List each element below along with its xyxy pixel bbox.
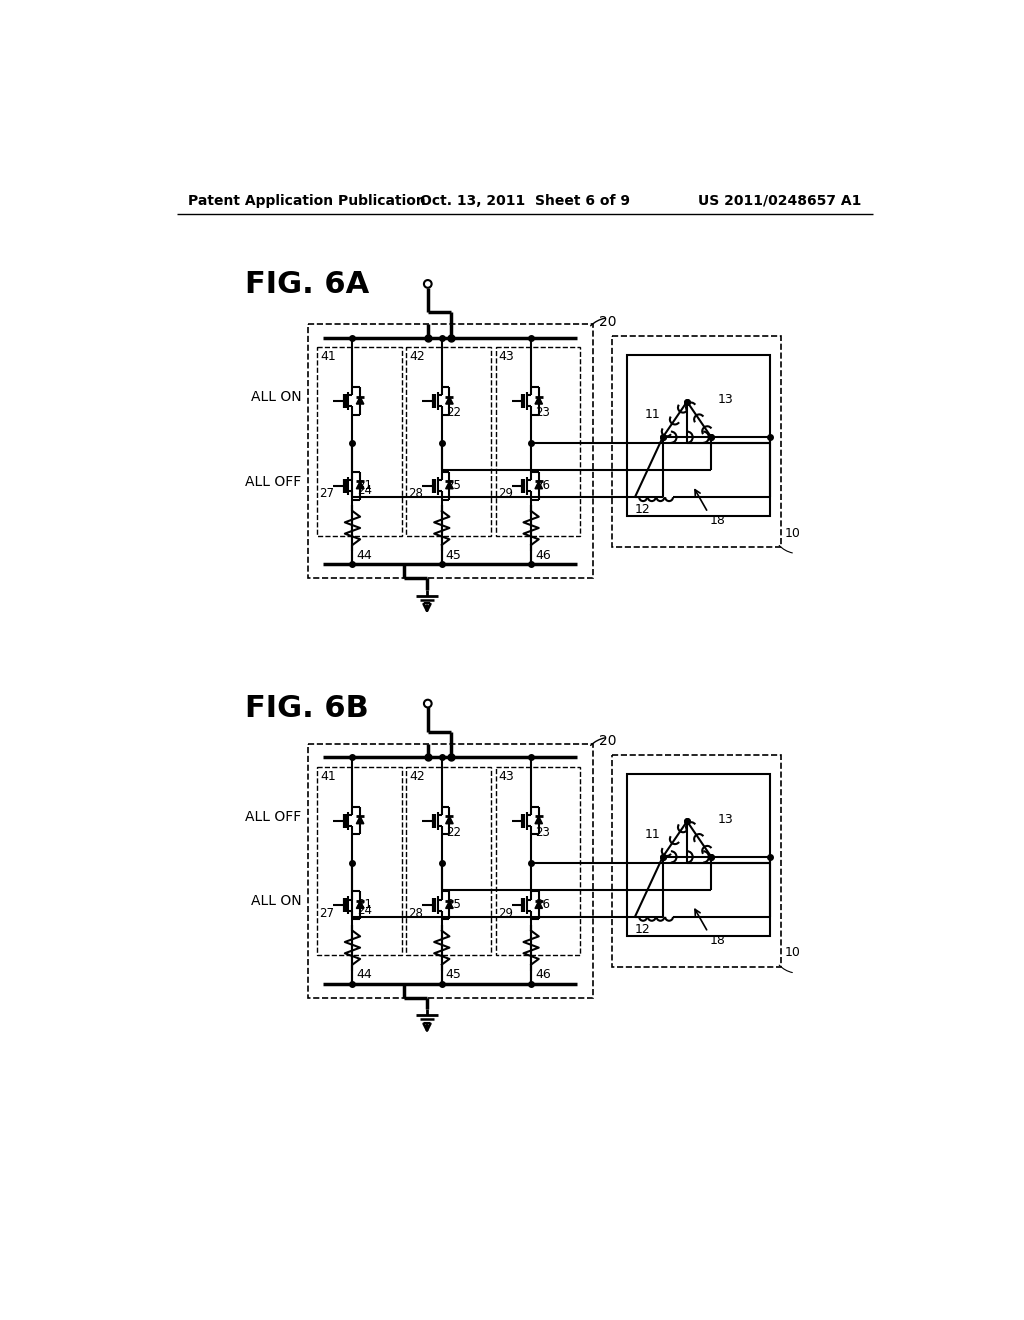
Polygon shape (445, 482, 454, 488)
Text: 29: 29 (498, 487, 513, 500)
Text: 27: 27 (319, 487, 334, 500)
Text: ALL OFF: ALL OFF (246, 809, 301, 824)
Text: 23: 23 (536, 407, 550, 420)
Bar (496, 767, 581, 956)
Text: 25: 25 (446, 479, 461, 492)
Text: 20: 20 (599, 314, 616, 329)
Polygon shape (535, 816, 543, 824)
Bar (316, 767, 401, 956)
Polygon shape (356, 816, 364, 824)
Text: 13: 13 (718, 393, 733, 407)
Text: 13: 13 (718, 813, 733, 826)
Text: 44: 44 (356, 969, 372, 982)
Text: 25: 25 (446, 899, 461, 911)
Circle shape (424, 280, 432, 288)
Bar (316, 347, 401, 536)
Text: 18: 18 (710, 515, 725, 527)
Circle shape (424, 700, 432, 708)
Text: 24: 24 (356, 484, 372, 498)
Polygon shape (356, 482, 364, 488)
Bar (407, 347, 490, 536)
Bar (307, 743, 593, 998)
Polygon shape (535, 902, 543, 908)
Text: 28: 28 (409, 907, 423, 920)
Text: 11: 11 (645, 408, 660, 421)
Text: 45: 45 (445, 969, 462, 982)
Text: Patent Application Publication: Patent Application Publication (188, 194, 426, 207)
Bar (611, 755, 781, 966)
Text: 43: 43 (499, 770, 514, 783)
Polygon shape (535, 396, 543, 404)
Text: 18: 18 (710, 933, 725, 946)
Text: 21: 21 (356, 479, 372, 492)
Text: 10: 10 (785, 946, 801, 960)
Text: 46: 46 (535, 549, 551, 562)
Text: 21: 21 (356, 899, 372, 911)
Text: FIG. 6A: FIG. 6A (245, 271, 369, 300)
Text: 45: 45 (445, 549, 462, 562)
Bar (407, 767, 490, 956)
Text: 43: 43 (499, 350, 514, 363)
Polygon shape (356, 902, 364, 908)
Polygon shape (535, 482, 543, 488)
Text: 26: 26 (536, 479, 550, 492)
Text: 42: 42 (410, 770, 425, 783)
Text: 29: 29 (498, 907, 513, 920)
Text: Oct. 13, 2011  Sheet 6 of 9: Oct. 13, 2011 Sheet 6 of 9 (420, 194, 630, 207)
Bar (628, 775, 770, 936)
Text: 46: 46 (535, 969, 551, 982)
Text: 12: 12 (635, 503, 650, 516)
Bar (628, 355, 770, 516)
Text: 20: 20 (599, 734, 616, 748)
Text: 27: 27 (319, 907, 334, 920)
Text: 22: 22 (446, 826, 461, 840)
Text: 26: 26 (536, 899, 550, 911)
Text: ALL ON: ALL ON (251, 895, 301, 908)
Text: FIG. 6B: FIG. 6B (245, 693, 369, 722)
Bar (611, 335, 781, 548)
Text: 12: 12 (635, 923, 650, 936)
Bar (496, 347, 581, 536)
Text: ALL ON: ALL ON (251, 391, 301, 404)
Polygon shape (445, 396, 454, 404)
Text: 41: 41 (319, 350, 336, 363)
Text: 44: 44 (356, 549, 372, 562)
Text: 28: 28 (409, 487, 423, 500)
Text: 10: 10 (785, 527, 801, 540)
Text: 42: 42 (410, 350, 425, 363)
Text: 22: 22 (446, 407, 461, 420)
Text: 23: 23 (536, 826, 550, 840)
Polygon shape (445, 902, 454, 908)
Polygon shape (445, 816, 454, 824)
Bar (307, 323, 593, 578)
Text: US 2011/0248657 A1: US 2011/0248657 A1 (698, 194, 861, 207)
Text: 41: 41 (319, 770, 336, 783)
Text: ALL OFF: ALL OFF (246, 475, 301, 488)
Polygon shape (356, 396, 364, 404)
Text: 11: 11 (645, 828, 660, 841)
Text: 24: 24 (356, 904, 372, 917)
